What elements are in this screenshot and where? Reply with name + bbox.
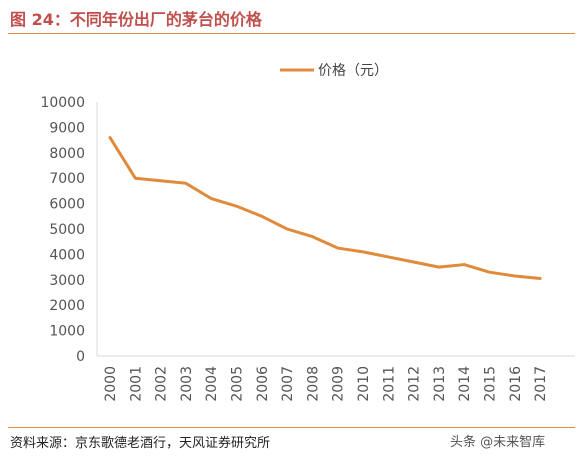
x-tick-label: 2003 [179, 366, 195, 402]
x-tick-labels: 2000 2001 2002 2003 2004 2005 2006 2007 2008 2009… [103, 366, 549, 402]
series-group [108, 136, 542, 281]
y-tick-label: 0 [76, 349, 85, 365]
y-tick-label: 5000 [49, 222, 85, 238]
x-tick-label: 2001 [128, 366, 144, 402]
x-tick-label: 2010 [356, 366, 372, 402]
y-tick-label: 6000 [49, 197, 85, 213]
x-tick-label: 2011 [381, 366, 397, 402]
x-tick-label: 2017 [533, 366, 549, 402]
y-tick-label: 4000 [49, 247, 85, 263]
x-tick-label: 2002 [154, 366, 170, 402]
x-tick-label: 2000 [103, 366, 119, 402]
x-tick-label: 2009 [331, 366, 347, 402]
x-tick-label: 2008 [305, 366, 321, 402]
y-tick-label: 2000 [49, 298, 85, 314]
x-tick-label: 2014 [457, 366, 473, 402]
y-tick-label: 8000 [49, 146, 85, 162]
title-divider [8, 33, 575, 34]
series-line [108, 136, 542, 281]
x-tick-label: 2006 [255, 366, 271, 402]
legend: 价格（元） [280, 63, 388, 79]
source-note: 资料来源：京东歌德老酒行，天风证券研究所 [10, 436, 271, 451]
x-tick-label: 2004 [204, 366, 220, 402]
y-tick-label: 3000 [49, 273, 85, 289]
figure-title: 图 24：不同年份出厂的茅台的价格 [10, 10, 262, 29]
watermark: 头条 @未来智库 [450, 435, 546, 450]
legend-label: 价格（元） [318, 63, 388, 79]
x-tick-label: 2013 [432, 366, 448, 402]
x-tick-label: 2015 [483, 366, 499, 402]
x-tick-label: 2007 [280, 366, 296, 402]
y-tick-label: 10000 [40, 95, 85, 111]
y-tick-label: 1000 [49, 324, 85, 340]
y-tick-label: 9000 [49, 120, 85, 136]
x-tick-label: 2016 [508, 366, 524, 402]
x-tick-label: 2005 [230, 366, 246, 402]
source-divider [8, 427, 575, 428]
x-tick-label: 2012 [407, 366, 423, 402]
y-tick-labels: 0 1000 2000 3000 4000 5000 6000 7000 8000 9000 100… [40, 95, 85, 365]
y-tick-label: 7000 [49, 171, 85, 187]
